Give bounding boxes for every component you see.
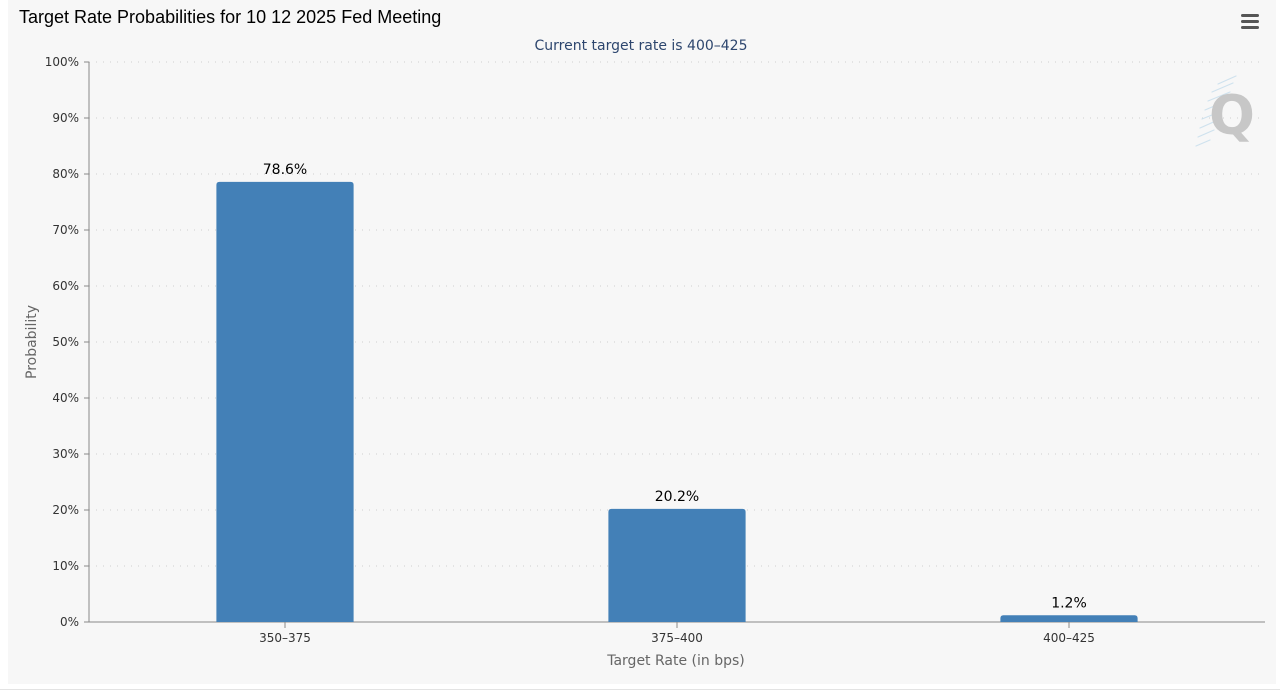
- y-tick-label: 70%: [52, 223, 79, 237]
- x-tick-label: 375–400: [651, 631, 703, 645]
- chart-subtitle: Current target rate is 400–425: [534, 38, 747, 54]
- data-label: 78.6%: [263, 162, 307, 178]
- x-axis-ticks: 350–375 375–400 400–425: [259, 622, 1095, 645]
- bar-375–400[interactable]: [608, 508, 746, 622]
- page-title: Target Rate Probabilities for 10 12 2025…: [19, 7, 442, 27]
- y-tick-label: 50%: [52, 335, 79, 349]
- y-tick-label: 100%: [45, 55, 79, 69]
- x-tick-label: 350–375: [259, 631, 311, 645]
- y-tick-label: 30%: [52, 447, 79, 461]
- y-tick-label: 80%: [52, 167, 79, 181]
- y-tick-label: 40%: [52, 391, 79, 405]
- hamburger-menu-icon[interactable]: [1240, 12, 1260, 30]
- bar-400–425[interactable]: [1000, 615, 1138, 622]
- data-label: 1.2%: [1051, 595, 1087, 611]
- bar-350–375[interactable]: [216, 181, 354, 622]
- y-tick-label: 60%: [52, 279, 79, 293]
- bottom-divider: [0, 689, 1280, 690]
- watermark-letter: Q: [1209, 84, 1255, 147]
- data-label: 20.2%: [655, 489, 699, 505]
- x-tick-label: 400–425: [1043, 631, 1095, 645]
- q-logo-icon: Q: [1195, 75, 1255, 147]
- y-tick-label: 0%: [60, 615, 79, 629]
- data-labels: 78.6% 20.2% 1.2%: [263, 162, 1087, 611]
- y-tick-label: 10%: [52, 559, 79, 573]
- y-tick-label: 90%: [52, 111, 79, 125]
- y-tick-label: 20%: [52, 503, 79, 517]
- bars: [216, 181, 1138, 622]
- y-axis-title: Probability: [24, 305, 40, 379]
- x-axis-title: Target Rate (in bps): [606, 653, 745, 669]
- y-axis-ticks: 0% 10% 20% 30% 40% 50% 60% 70% 80% 90% 100%: [45, 55, 89, 629]
